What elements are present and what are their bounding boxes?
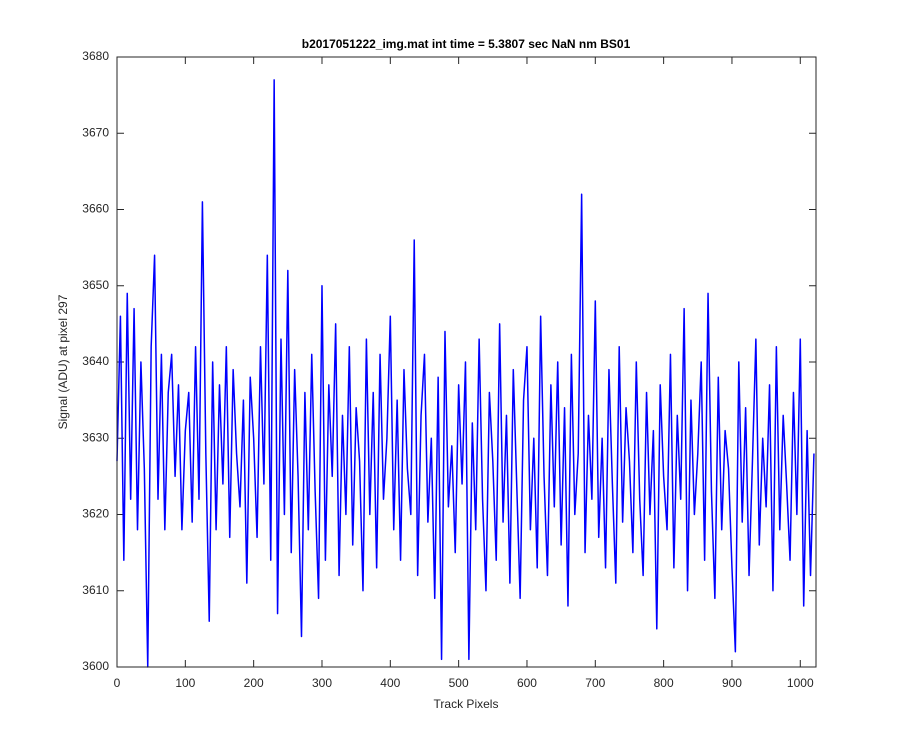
y-tick-label: 3640	[82, 354, 109, 368]
x-tick-label: 300	[312, 676, 332, 690]
y-tick-label: 3650	[82, 278, 109, 292]
y-tick-label: 3660	[82, 202, 109, 216]
x-tick-label: 0	[114, 676, 121, 690]
y-tick-label: 3620	[82, 507, 109, 521]
x-tick-label: 700	[585, 676, 605, 690]
x-tick-label: 100	[175, 676, 195, 690]
chart-title: b2017051222_img.mat int time = 5.3807 se…	[302, 37, 631, 51]
y-tick-label: 3600	[82, 659, 109, 673]
x-tick-label: 800	[654, 676, 674, 690]
x-tick-label: 500	[449, 676, 469, 690]
y-tick-label: 3610	[82, 583, 109, 597]
y-tick-label: 3680	[82, 49, 109, 63]
y-tick-label: 3670	[82, 125, 109, 139]
y-tick-label: 3630	[82, 430, 109, 444]
data-line	[116, 79, 815, 668]
x-tick-label: 600	[517, 676, 537, 690]
plot-frame	[116, 56, 817, 668]
x-tick-label: 900	[722, 676, 742, 690]
x-tick-label: 400	[380, 676, 400, 690]
x-tick-label: 200	[244, 676, 264, 690]
x-tick-label: 1000	[787, 676, 814, 690]
y-axis-label: Signal (ADU) at pixel 297	[56, 294, 70, 429]
x-axis-label: Track Pixels	[434, 697, 499, 711]
